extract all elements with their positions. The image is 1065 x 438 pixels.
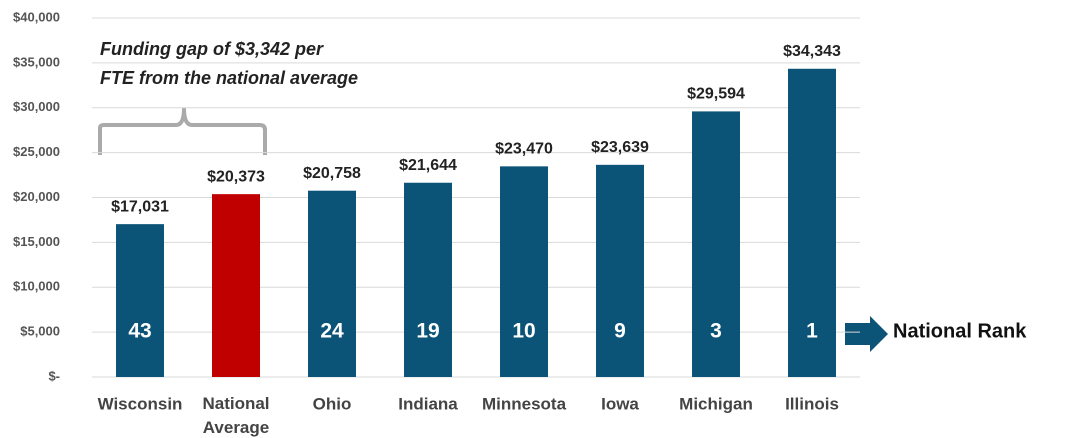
rank-value: 9 — [614, 320, 626, 343]
rank-label: National Rank — [893, 320, 1027, 342]
value-label: $23,470 — [495, 141, 553, 158]
x-tick-label: Indiana — [398, 394, 458, 413]
y-tick-label: $5,000 — [20, 324, 60, 339]
annotation: Funding gap of $3,342 per — [100, 39, 324, 59]
annotation: FTE from the national average — [100, 68, 358, 88]
x-tick-label: Wisconsin — [98, 394, 183, 413]
rank-value: 24 — [320, 320, 344, 343]
value-label: $29,594 — [687, 86, 745, 103]
rank-value: 43 — [128, 320, 151, 343]
bar — [788, 68, 836, 377]
x-tick-label: Minnesota — [482, 394, 567, 413]
y-tick-label: $15,000 — [13, 234, 60, 249]
x-tick-label: Ohio — [313, 394, 352, 413]
rank-value: 19 — [416, 320, 439, 343]
bar — [692, 111, 740, 377]
bar — [212, 194, 260, 377]
bar — [404, 182, 452, 377]
value-label: $20,758 — [303, 165, 361, 182]
y-tick-label: $- — [48, 368, 60, 383]
rank-value: 10 — [512, 320, 535, 343]
x-tick-label: Michigan — [679, 394, 753, 413]
value-label: $17,031 — [111, 198, 169, 215]
y-tick-label: $10,000 — [13, 279, 60, 294]
y-tick-label: $35,000 — [13, 54, 60, 69]
y-tick-label: $20,000 — [13, 189, 60, 204]
bar — [308, 190, 356, 377]
value-label: $34,343 — [783, 43, 841, 60]
bar — [500, 166, 548, 377]
bar — [116, 224, 164, 377]
value-label: $20,373 — [207, 168, 265, 185]
rank-value: 1 — [806, 320, 818, 343]
x-tick-label: Illinois — [785, 394, 839, 413]
rank-value: 3 — [710, 320, 722, 343]
y-tick-label: $40,000 — [13, 9, 60, 24]
x-tick-label: National Average — [202, 394, 269, 437]
x-tick-label: Iowa — [601, 394, 639, 413]
y-tick-label: $25,000 — [13, 144, 60, 159]
y-tick-label: $30,000 — [13, 99, 60, 114]
value-label: $21,644 — [399, 157, 457, 174]
value-label: $23,639 — [591, 139, 649, 156]
gap-brace — [98, 107, 267, 155]
rank-arrow — [845, 316, 888, 352]
bar — [596, 164, 644, 377]
